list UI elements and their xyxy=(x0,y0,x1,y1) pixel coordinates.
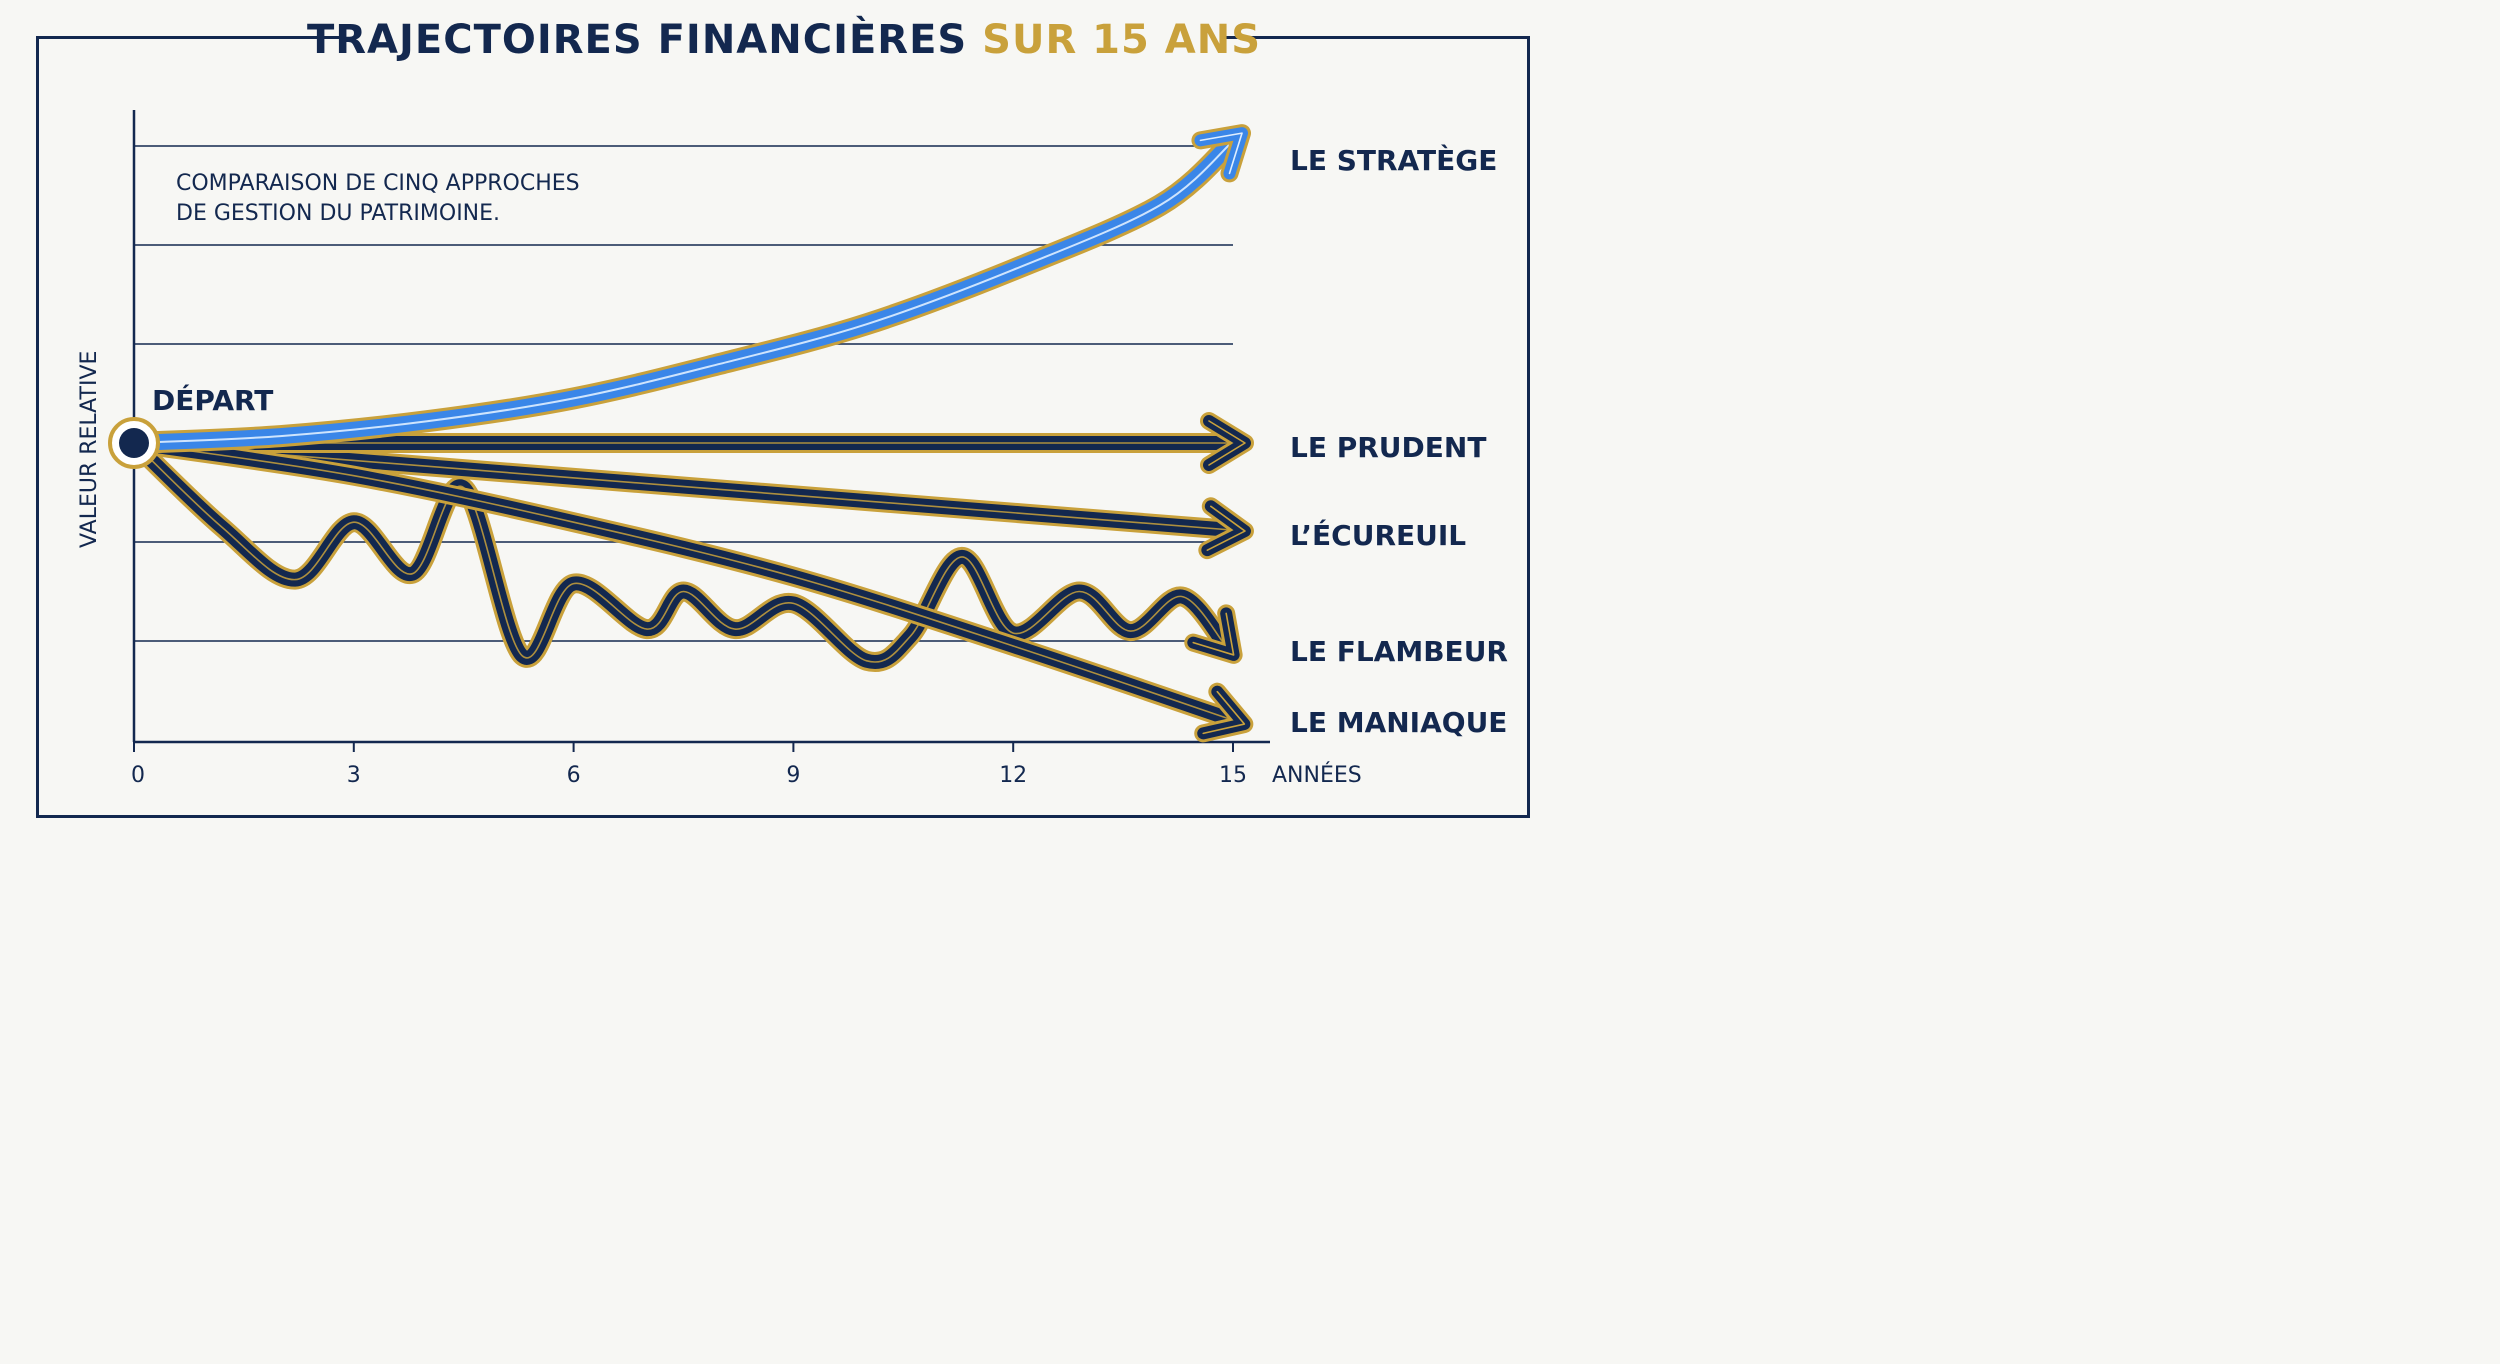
series-label: LE STRATÈGE xyxy=(1290,143,1497,177)
series-arrowhead xyxy=(1198,497,1254,560)
series-line xyxy=(124,433,1243,541)
series-label: LE PRUDENT xyxy=(1290,431,1486,464)
chart-title: TRAJECTOIRES FINANCIÈRES SUR 15 ANS xyxy=(0,14,1568,66)
series-labels: LE FLAMBEUR L’ÉCUREUIL LE PRUDENT LE MANIAQ… xyxy=(1290,143,1508,739)
x-tick-label: 0 xyxy=(131,763,145,788)
series-arrowhead xyxy=(1200,412,1254,474)
subtitle-line-2: DE GESTION DU PATRIMOINE. xyxy=(176,201,500,226)
y-axis-label: VALEUR RELATIVE xyxy=(77,351,102,548)
series-label: LE FLAMBEUR xyxy=(1290,635,1508,668)
series-label: L’ÉCUREUIL xyxy=(1290,518,1466,552)
series-arrowhead xyxy=(1191,124,1252,183)
x-tick-label: 6 xyxy=(567,763,581,788)
series-layer xyxy=(123,124,1254,743)
title-background xyxy=(346,18,1222,58)
start-label: DÉPART xyxy=(152,383,273,417)
title-accent: SUR 15 ANS xyxy=(982,17,1262,63)
x-tick-label: 15 xyxy=(1219,763,1247,788)
start-marker xyxy=(108,417,160,469)
series-line xyxy=(124,433,1236,672)
x-tick-labels: 0 3 6 9 12 15 xyxy=(131,742,1247,788)
series-arrowhead xyxy=(1184,604,1243,664)
x-tick-label: 9 xyxy=(786,763,800,788)
series-label: LE MANIAQUE xyxy=(1290,706,1507,739)
subtitle-line-1: COMPARAISON DE CINQ APPROCHES xyxy=(176,171,580,196)
series-line xyxy=(124,433,1243,731)
x-tick-label: 12 xyxy=(999,763,1027,788)
series-line xyxy=(123,130,1244,454)
x-axis-label: ANNÉES xyxy=(1272,762,1362,788)
x-tick-label: 3 xyxy=(347,763,361,788)
series-arrowhead xyxy=(1194,682,1254,743)
title-main: TRAJECTOIRES FINANCIÈRES xyxy=(306,17,968,63)
chart-canvas: COMPARAISON DE CINQ APPROCHES DE GESTION… xyxy=(77,110,1508,788)
